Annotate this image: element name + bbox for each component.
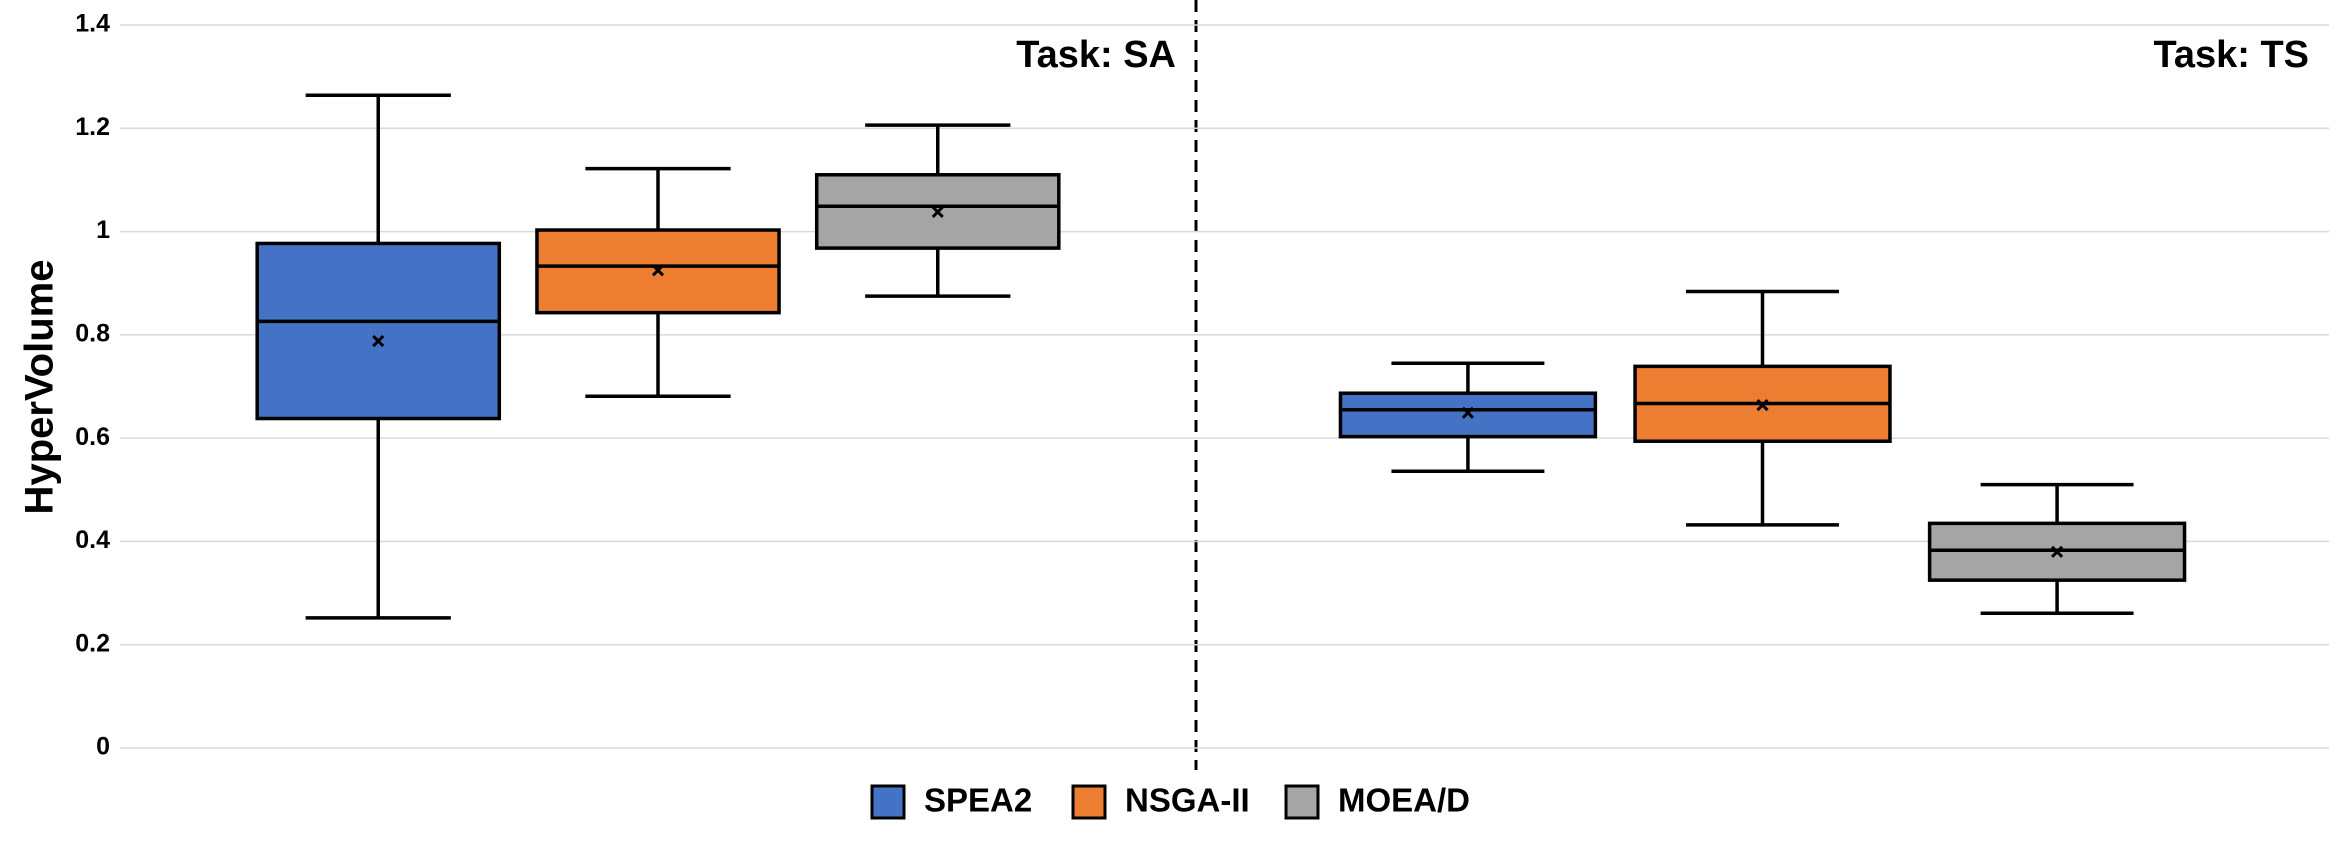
mean-marker <box>1461 406 1474 419</box>
legend-label: MOEA/D <box>1338 782 1470 819</box>
y-tick-label: 0.8 <box>75 319 110 347</box>
legend-swatch <box>1071 784 1107 820</box>
y-tick-label: 1 <box>96 216 110 244</box>
y-tick-label: 0.2 <box>75 629 110 657</box>
y-tick-label: 0.6 <box>75 423 110 451</box>
legend-label: SPEA2 <box>924 782 1032 819</box>
box <box>1338 391 1598 439</box>
mean-marker <box>651 264 665 277</box>
panel-title: Task: TS <box>2153 34 2309 76</box>
mean-marker <box>1756 399 1769 412</box>
legend-label: NSGA-II <box>1125 782 1250 819</box>
y-tick-label: 0.4 <box>75 526 110 554</box>
legend-swatch <box>1284 784 1320 820</box>
legend-swatch <box>870 784 906 820</box>
mean-marker <box>372 334 385 348</box>
y-tick-label: 0 <box>96 733 110 761</box>
y-tick-label: 1.2 <box>75 113 110 141</box>
mean-marker <box>931 205 944 219</box>
y-tick-label: 1.4 <box>75 10 110 38</box>
mean-marker <box>2051 545 2064 558</box>
box <box>255 241 502 421</box>
y-axis-label: HyperVolume <box>18 260 62 515</box>
panel-title: Task: SA <box>1016 34 1176 76</box>
